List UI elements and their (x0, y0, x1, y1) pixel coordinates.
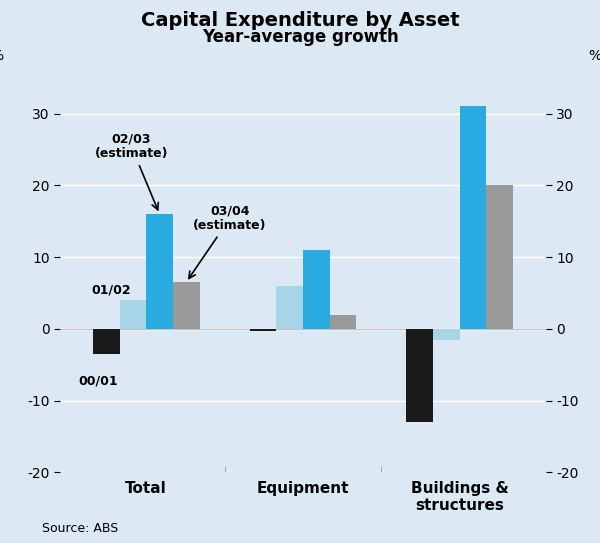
Text: Year-average growth: Year-average growth (202, 28, 398, 46)
Bar (460, 106, 487, 329)
Text: 01/02: 01/02 (91, 283, 131, 296)
Bar (329, 314, 356, 329)
Bar (433, 329, 460, 340)
Bar (250, 329, 277, 331)
Bar (487, 185, 513, 329)
Bar (303, 250, 329, 329)
Bar (93, 329, 119, 354)
Text: Capital Expenditure by Asset: Capital Expenditure by Asset (140, 11, 460, 30)
Bar (173, 282, 200, 329)
Bar (406, 329, 433, 422)
Text: 02/03
(estimate): 02/03 (estimate) (95, 132, 168, 210)
Text: %: % (588, 48, 600, 62)
Text: Source: ABS: Source: ABS (42, 522, 118, 535)
Text: %: % (0, 48, 4, 62)
Text: 03/04
(estimate): 03/04 (estimate) (189, 204, 267, 279)
Bar (119, 300, 146, 329)
Text: 00/01: 00/01 (79, 374, 118, 387)
Bar (146, 214, 173, 329)
Bar (277, 286, 303, 329)
